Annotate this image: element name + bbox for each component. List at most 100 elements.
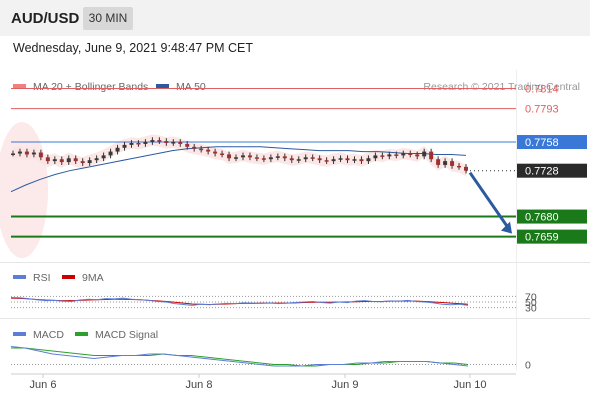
candle-body <box>268 157 273 160</box>
candle-body <box>317 158 322 161</box>
candle-body <box>24 151 29 155</box>
candle-body <box>450 161 455 166</box>
candle-body <box>73 158 78 162</box>
price-level-label: 0.7793 <box>525 104 559 116</box>
legend-label: 9MA <box>82 272 104 284</box>
price-level-label: 0.7728 <box>525 166 559 178</box>
candle-body <box>338 158 343 160</box>
legend-label: MA 20 + Bollinger Bands <box>33 81 148 93</box>
candle-body <box>31 152 36 155</box>
candle-body <box>303 157 308 160</box>
candle-body <box>94 158 99 161</box>
legend-swatch <box>62 275 75 279</box>
candle-body <box>366 158 371 162</box>
legend-swatch <box>13 84 26 88</box>
macd-zero-label: 0 <box>525 360 531 372</box>
rsi-level-label: 30 <box>525 303 537 315</box>
legend-swatch <box>156 84 169 88</box>
candle-body <box>108 151 113 156</box>
candle-body <box>352 159 357 161</box>
candle-body <box>17 151 22 154</box>
candle-body <box>331 159 336 162</box>
candle-body <box>310 157 315 159</box>
candle-body <box>45 157 50 162</box>
candle-body <box>59 159 64 163</box>
candle-body <box>282 156 287 159</box>
candle-body <box>227 154 232 159</box>
chart-credit: Research © 2021 Trading Central <box>423 81 580 93</box>
candle-body <box>122 144 127 148</box>
candle-body <box>324 160 329 162</box>
ma50-line <box>10 146 467 193</box>
legend-label: MACD Signal <box>95 329 158 341</box>
legend-label: MA 50 <box>176 81 206 93</box>
candle-body <box>150 140 155 143</box>
price-level-tag <box>517 209 587 224</box>
x-axis-tick-label: Jun 10 <box>453 379 486 391</box>
candle-body <box>213 151 218 154</box>
candle-body <box>464 166 468 171</box>
candle-body <box>240 155 245 158</box>
candle-body <box>289 158 294 161</box>
candle-body <box>247 155 252 158</box>
price-level-label: 0.7758 <box>525 137 559 149</box>
timestamp-label: Wednesday, June 9, 2021 9:48:47 PM CET <box>13 41 253 55</box>
price-level-label: 0.7659 <box>525 232 559 244</box>
forecast-arrow-head <box>501 221 512 234</box>
candle-body <box>52 159 57 162</box>
bollinger-band-start <box>0 122 48 258</box>
candle-body <box>261 158 266 160</box>
candle-body <box>254 157 259 159</box>
candle-body <box>359 159 364 162</box>
x-axis-tick-label: Jun 9 <box>332 379 359 391</box>
rsi-line <box>10 297 469 306</box>
candle-body <box>157 140 162 142</box>
candle-body <box>373 155 378 159</box>
candle-body <box>401 153 406 156</box>
candle-body <box>394 154 399 156</box>
legend-swatch <box>13 275 26 279</box>
candle-body <box>415 154 420 157</box>
legend-label: MACD <box>33 329 64 341</box>
x-axis-tick-label: Jun 8 <box>186 379 213 391</box>
candle-body <box>136 142 141 145</box>
candle-body <box>171 142 176 144</box>
macd-line <box>10 346 469 367</box>
candle-body <box>443 161 448 165</box>
candle-body <box>143 142 148 144</box>
legend-label: RSI <box>33 272 51 284</box>
candle-body <box>436 159 441 165</box>
candle-body <box>345 158 350 161</box>
price-level-tag <box>517 229 587 244</box>
candle-body <box>275 156 280 158</box>
price-level-label: 0.7814 <box>525 84 559 96</box>
timeframe-badge[interactable]: 30 MIN <box>83 7 133 30</box>
panel-separator <box>0 318 590 319</box>
candle-body <box>422 151 427 157</box>
price-level-label: 0.7680 <box>525 212 559 224</box>
chart-header: AUD/USD 30 MIN <box>0 0 590 36</box>
candle-body <box>185 143 190 147</box>
candle-body <box>199 148 204 151</box>
candle-body <box>129 142 134 145</box>
candle-body <box>408 153 413 155</box>
candle-body <box>206 149 211 152</box>
candle-body <box>66 158 71 163</box>
candle-body <box>38 152 43 158</box>
candle-body <box>11 153 15 155</box>
rsi-level-label: 50 <box>525 297 537 309</box>
candle-body <box>457 165 462 168</box>
candle-body <box>164 141 169 143</box>
candle-body <box>220 153 225 155</box>
candle-body <box>192 146 197 149</box>
legend-swatch <box>13 332 26 336</box>
legend-swatch <box>75 332 88 336</box>
candle-body <box>380 155 385 157</box>
candle-body <box>234 157 239 159</box>
x-axis-tick-label: Jun 6 <box>30 379 57 391</box>
panel-separator <box>0 262 590 263</box>
candle-body <box>387 154 392 157</box>
candle-body <box>429 151 434 160</box>
candle-body <box>87 160 92 164</box>
